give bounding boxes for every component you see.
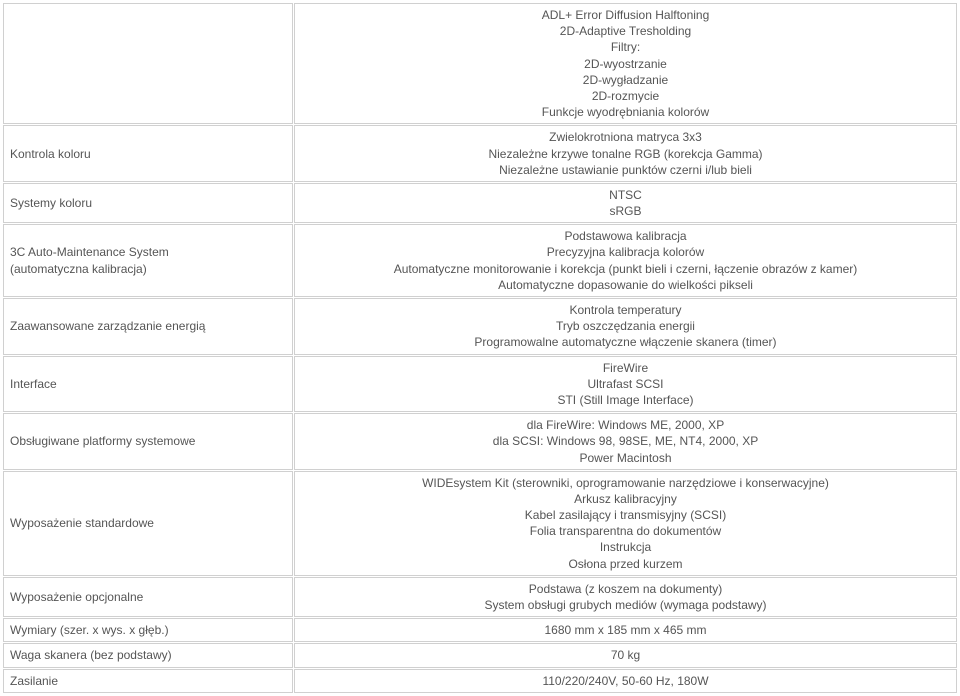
spec-value-line: 2D-Adaptive Tresholding (301, 23, 950, 39)
spec-value: NTSCsRGB (294, 183, 957, 223)
table-row: Wymiary (szer. x wys. x głęb.) 1680 mm x … (3, 618, 957, 642)
spec-value-line: System obsługi grubych mediów (wymaga po… (301, 597, 950, 613)
spec-value-line: Niezależne krzywe tonalne RGB (korekcja … (301, 146, 950, 162)
spec-label: Zasilanie (3, 669, 293, 693)
spec-label: Systemy koloru (3, 183, 293, 223)
spec-value-line: Folia transparentna do dokumentów (301, 523, 950, 539)
spec-label: Zaawansowane zarządzanie energią (3, 298, 293, 355)
table-row: Wyposażenie opcjonalnePodstawa (z koszem… (3, 577, 957, 617)
table-row: Obsługiwane platformy systemowedla FireW… (3, 413, 957, 470)
table-row: Kontrola koloruZwielokrotniona matryca 3… (3, 125, 957, 182)
spec-value-line: Zwielokrotniona matryca 3x3 (301, 129, 950, 145)
spec-value-line: sRGB (301, 203, 950, 219)
spec-value-line: 2D-wyostrzanie (301, 56, 950, 72)
table-row: InterfaceFireWireUltrafast SCSISTI (Stil… (3, 356, 957, 413)
spec-value-line: Kabel zasilający i transmisyjny (SCSI) (301, 507, 950, 523)
spec-value-line: NTSC (301, 187, 950, 203)
spec-value: WIDEsystem Kit (sterowniki, oprogramowan… (294, 471, 957, 576)
spec-value-line: Filtry: (301, 39, 950, 55)
spec-value-line: dla SCSI: Windows 98, 98SE, ME, NT4, 200… (301, 433, 950, 449)
spec-value: Podstawowa kalibracjaPrecyzyjna kalibrac… (294, 224, 957, 297)
spec-label: Wymiary (szer. x wys. x głęb.) (3, 618, 293, 642)
spec-value: 110/220/240V, 50-60 Hz, 180W (294, 669, 957, 693)
spec-label-line: (automatyczna kalibracja) (10, 261, 286, 277)
table-row: Systemy koloruNTSCsRGB (3, 183, 957, 223)
spec-value: Podstawa (z koszem na dokumenty)System o… (294, 577, 957, 617)
spec-value-line: Ultrafast SCSI (301, 376, 950, 392)
spec-value: ADL+ Error Diffusion Halftoning2D-Adapti… (294, 3, 957, 124)
spec-label: Wyposażenie opcjonalne (3, 577, 293, 617)
table-row: Zaawansowane zarządzanie energiąKontrola… (3, 298, 957, 355)
spec-value-line: 70 kg (301, 647, 950, 663)
spec-value-line: WIDEsystem Kit (sterowniki, oprogramowan… (301, 475, 950, 491)
spec-value-line: Funkcje wyodrębniania kolorów (301, 104, 950, 120)
spec-value-line: dla FireWire: Windows ME, 2000, XP (301, 417, 950, 433)
spec-value-line: Automatyczne monitorowanie i korekcja (p… (301, 261, 950, 277)
spec-value-line: Tryb oszczędzania energii (301, 318, 950, 334)
spec-value-line: 1680 mm x 185 mm x 465 mm (301, 622, 950, 638)
spec-value-line: Niezależne ustawianie punktów czerni i/l… (301, 162, 950, 178)
table-row: Wyposażenie standardowe WIDEsystem Kit (s… (3, 471, 957, 576)
table-row: Zasilanie 110/220/240V, 50-60 Hz, 180W (3, 669, 957, 693)
spec-value: 1680 mm x 185 mm x 465 mm (294, 618, 957, 642)
spec-value: Kontrola temperaturyTryb oszczędzania en… (294, 298, 957, 355)
spec-value-line: STI (Still Image Interface) (301, 392, 950, 408)
spec-value-line: Precyzyjna kalibracja kolorów (301, 244, 950, 260)
table-row: Waga skanera (bez podstawy) 70 kg (3, 643, 957, 667)
spec-value: 70 kg (294, 643, 957, 667)
spec-label: Wyposażenie standardowe (3, 471, 293, 576)
spec-value: Zwielokrotniona matryca 3x3Niezależne kr… (294, 125, 957, 182)
spec-value-line: 2D-wygładzanie (301, 72, 950, 88)
spec-label: Interface (3, 356, 293, 413)
spec-value-line: Power Macintosh (301, 450, 950, 466)
spec-label: Waga skanera (bez podstawy) (3, 643, 293, 667)
spec-value-line: Arkusz kalibracyjny (301, 491, 950, 507)
spec-table: ADL+ Error Diffusion Halftoning2D-Adapti… (2, 2, 958, 694)
table-row: ADL+ Error Diffusion Halftoning2D-Adapti… (3, 3, 957, 124)
spec-value: dla FireWire: Windows ME, 2000, XPdla SC… (294, 413, 957, 470)
spec-value-line: Kontrola temperatury (301, 302, 950, 318)
spec-label: Kontrola koloru (3, 125, 293, 182)
table-row: 3C Auto-Maintenance System(automatyczna … (3, 224, 957, 297)
spec-label (3, 3, 293, 124)
spec-value-line: Podstawowa kalibracja (301, 228, 950, 244)
spec-value-line: Podstawa (z koszem na dokumenty) (301, 581, 950, 597)
spec-label-line: 3C Auto-Maintenance System (10, 244, 286, 260)
spec-value-line: 110/220/240V, 50-60 Hz, 180W (301, 673, 950, 689)
spec-label: 3C Auto-Maintenance System(automatyczna … (3, 224, 293, 297)
spec-value: FireWireUltrafast SCSISTI (Still Image I… (294, 356, 957, 413)
spec-value-line: Instrukcja (301, 539, 950, 555)
spec-label: Obsługiwane platformy systemowe (3, 413, 293, 470)
spec-value-line: Automatyczne dopasowanie do wielkości pi… (301, 277, 950, 293)
spec-value-line: Programowalne automatyczne włączenie ska… (301, 334, 950, 350)
spec-value-line: Osłona przed kurzem (301, 556, 950, 572)
spec-value-line: 2D-rozmycie (301, 88, 950, 104)
spec-value-line: FireWire (301, 360, 950, 376)
spec-value-line: ADL+ Error Diffusion Halftoning (301, 7, 950, 23)
